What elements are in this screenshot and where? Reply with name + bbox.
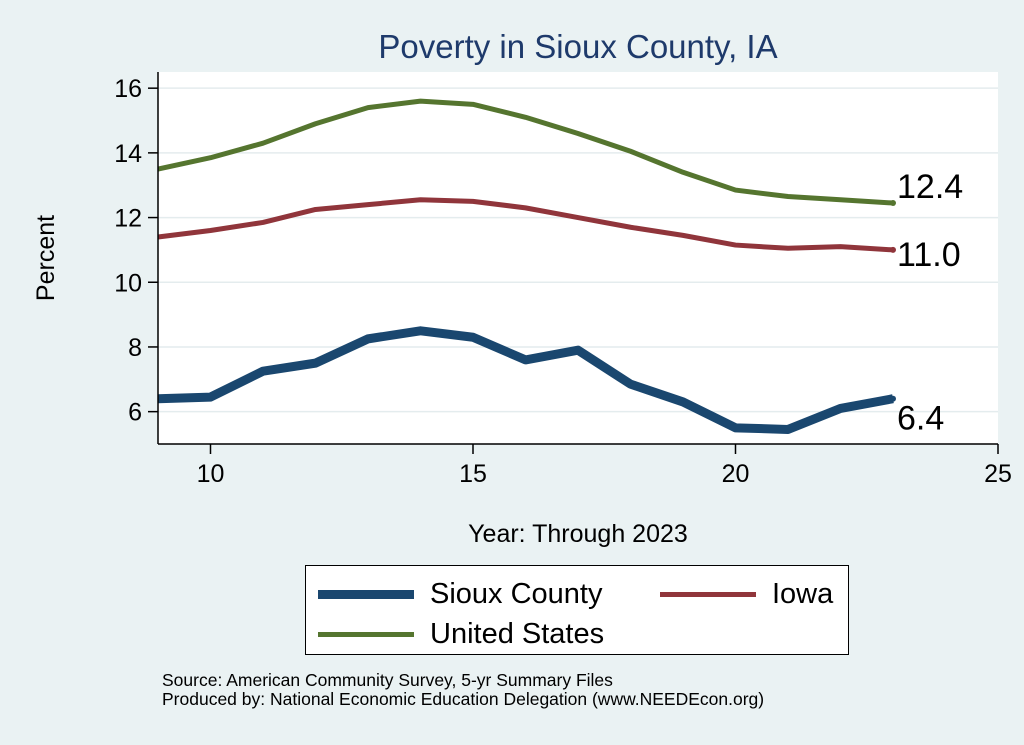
series-end-point-sioux-county — [890, 395, 896, 402]
legend-label-united-states: United States — [430, 618, 605, 650]
legend-swatch-iowa — [660, 592, 756, 597]
end-label-iowa: 11.0 — [897, 236, 961, 274]
x-axis-title: Year: Through 2023 — [468, 520, 688, 548]
y-tick-label-8: 8 — [128, 334, 142, 362]
legend-swatch-united-states — [318, 632, 414, 637]
series-line-united-states — [157, 98, 894, 206]
series-end-point-iowa — [890, 246, 896, 253]
x-tick-label-15: 15 — [459, 460, 487, 488]
legend-label-sioux-county: Sioux County — [430, 578, 603, 610]
legend-label-iowa: Iowa — [772, 578, 834, 610]
plot-background — [158, 72, 998, 444]
series-line-sioux-county — [157, 326, 894, 434]
series-end-point-united-states — [890, 200, 896, 207]
legend-entry-united-states: United States — [318, 618, 604, 651]
source-note: Source: American Community Survey, 5-yr … — [162, 671, 764, 709]
series-layer — [157, 98, 896, 434]
legend-entry-sioux-county: Sioux County — [318, 578, 603, 611]
x-tick-label-25: 25 — [984, 460, 1012, 488]
end-label-sioux-county: 6.4 — [897, 400, 944, 438]
axes-layer: 6 8 10 12 14 16 10 15 20 25 — [114, 72, 1012, 488]
legend: Sioux County Iowa United States — [305, 565, 849, 655]
end-label-united-states: 12.4 — [897, 168, 963, 206]
chart-title: Poverty in Sioux County, IA — [378, 28, 777, 65]
series-line-iowa — [157, 197, 894, 253]
source-note-line-1: Source: American Community Survey, 5-yr … — [162, 670, 613, 690]
x-tick-label-10: 10 — [197, 460, 225, 488]
legend-swatch-sioux-county — [318, 590, 414, 599]
y-tick-label-10: 10 — [114, 269, 142, 297]
y-tick-label-6: 6 — [128, 399, 142, 427]
labels-layer: 6.4 11.0 12.4 — [897, 168, 963, 438]
y-tick-label-12: 12 — [114, 205, 142, 233]
source-note-line-2: Produced by: National Economic Education… — [162, 689, 765, 709]
x-tick-label-20: 20 — [722, 460, 750, 488]
grid-layer — [158, 87, 998, 413]
y-tick-label-14: 14 — [114, 140, 142, 168]
y-axis-title: Percent — [32, 215, 60, 301]
legend-entry-iowa: Iowa — [660, 578, 833, 611]
y-tick-label-16: 16 — [114, 75, 142, 103]
